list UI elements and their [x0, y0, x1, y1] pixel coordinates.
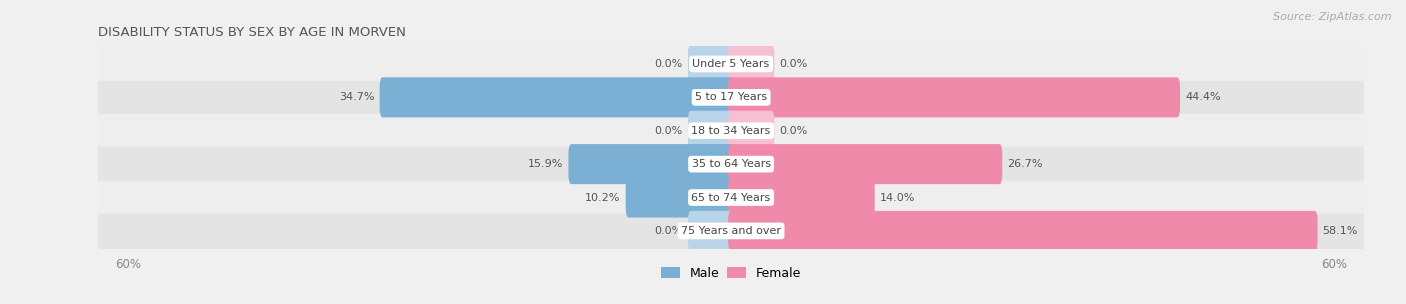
Text: 0.0%: 0.0% [655, 226, 683, 236]
FancyBboxPatch shape [728, 77, 1180, 117]
Text: 34.7%: 34.7% [339, 92, 374, 102]
Text: 14.0%: 14.0% [880, 192, 915, 202]
Text: 75 Years and over: 75 Years and over [681, 226, 782, 236]
Text: 15.9%: 15.9% [529, 159, 564, 169]
Bar [98, 81, 1364, 114]
FancyBboxPatch shape [688, 44, 734, 84]
Text: 10.2%: 10.2% [585, 192, 620, 202]
Bar [98, 214, 1364, 248]
Text: 18 to 34 Years: 18 to 34 Years [692, 126, 770, 136]
FancyBboxPatch shape [380, 77, 734, 117]
Bar [98, 147, 1364, 181]
Text: 58.1%: 58.1% [1323, 226, 1358, 236]
Text: 0.0%: 0.0% [779, 126, 807, 136]
Bar [98, 181, 1364, 214]
Text: Source: ZipAtlas.com: Source: ZipAtlas.com [1274, 12, 1392, 22]
Text: 0.0%: 0.0% [779, 59, 807, 69]
FancyBboxPatch shape [688, 111, 734, 151]
Text: 44.4%: 44.4% [1185, 92, 1220, 102]
Text: 65 to 74 Years: 65 to 74 Years [692, 192, 770, 202]
FancyBboxPatch shape [728, 211, 1317, 251]
FancyBboxPatch shape [568, 144, 734, 184]
Legend: Male, Female: Male, Female [661, 267, 801, 280]
FancyBboxPatch shape [728, 144, 1002, 184]
Text: 35 to 64 Years: 35 to 64 Years [692, 159, 770, 169]
FancyBboxPatch shape [728, 178, 875, 218]
Text: 5 to 17 Years: 5 to 17 Years [695, 92, 768, 102]
Bar [98, 47, 1364, 81]
FancyBboxPatch shape [626, 178, 734, 218]
Text: 0.0%: 0.0% [655, 59, 683, 69]
Text: 0.0%: 0.0% [655, 126, 683, 136]
Text: 26.7%: 26.7% [1007, 159, 1043, 169]
FancyBboxPatch shape [688, 211, 734, 251]
FancyBboxPatch shape [728, 44, 775, 84]
Text: DISABILITY STATUS BY SEX BY AGE IN MORVEN: DISABILITY STATUS BY SEX BY AGE IN MORVE… [98, 26, 406, 39]
Text: Under 5 Years: Under 5 Years [693, 59, 769, 69]
Bar [98, 114, 1364, 147]
FancyBboxPatch shape [728, 111, 775, 151]
